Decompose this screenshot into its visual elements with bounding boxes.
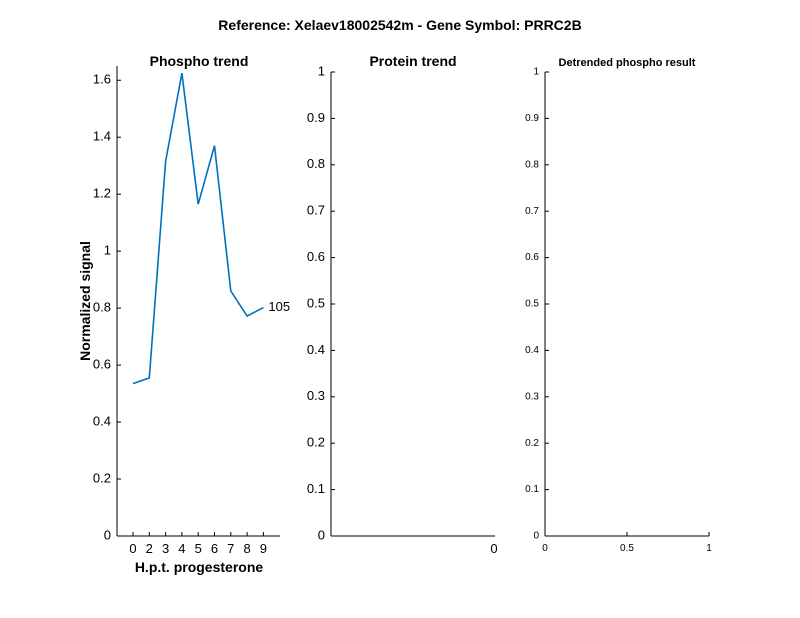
phospho-y-tick-label: 0.8: [93, 300, 111, 315]
detrended-y-tick-label: 1: [533, 67, 539, 78]
phospho-x-tick-label: 0: [129, 541, 136, 556]
detrended-y-tick-label: 0.9: [525, 113, 539, 124]
detrended-title: Detrended phospho result: [559, 57, 696, 69]
phospho-x-tick-label: 3: [162, 541, 169, 556]
phospho-y-tick-label: 1.2: [93, 186, 111, 201]
phospho-x-tick-label: 4: [178, 541, 185, 556]
phospho-x-tick-label: 7: [227, 541, 234, 556]
protein-trend-panel: Protein trend 00.10.20.30.40.50.60.70.80…: [307, 53, 498, 556]
detrended-panel: Detrended phospho result 0 0.1 0.2 0.3 0.4 0.…: [525, 57, 712, 554]
protein-y-tick-label: 0.7: [307, 203, 325, 218]
detrended-x-tick-label: 0.5: [620, 543, 634, 554]
detrended-x-tick-label: 1: [706, 543, 712, 554]
phospho-x-axis-label: H.p.t. progesterone: [135, 559, 264, 575]
phospho-y-tick-label: 1.6: [93, 72, 111, 87]
phospho-series-end-label: 105: [268, 299, 290, 314]
protein-y-tick-label: 0.4: [307, 342, 325, 357]
phospho-y-ticks: 0 0.2 0.4 0.6 0.8 1 1.2 1.4 1.6: [93, 72, 121, 542]
detrended-y-tick-label: 0.2: [525, 438, 539, 449]
detrended-x-ticks: 0 0.5 1: [542, 532, 712, 554]
detrended-y-tick-label: 0.6: [525, 252, 539, 263]
phospho-y-tick-label: 0.6: [93, 357, 111, 372]
phospho-x-tick-label: 2: [146, 541, 153, 556]
detrended-y-tick-label: 0.1: [525, 484, 539, 495]
phospho-x-tick-label: 8: [243, 541, 250, 556]
protein-y-tick-label: 0.8: [307, 156, 325, 171]
phospho-x-tick-label: 6: [211, 541, 218, 556]
protein-y-ticks: 0 0.1 0.2 0.3 0.4 0.5 0.6 0.7 0.8 0.9 1: [307, 63, 335, 542]
protein-trend-title: Protein trend: [369, 53, 456, 69]
detrended-y-ticks: 0 0.1 0.2 0.3 0.4 0.5 0.6 0.7 0.8 0.9 1: [525, 67, 549, 542]
phospho-y-tick-label: 0.2: [93, 470, 111, 485]
figure-suptitle: Reference: Xelaev18002542m - Gene Symbol…: [218, 17, 581, 33]
protein-x-ticks: 0: [490, 541, 497, 556]
phospho-series-line: [132, 72, 264, 385]
phospho-x-tick-label: 5: [195, 541, 202, 556]
detrended-y-tick-label: 0.3: [525, 391, 539, 402]
protein-y-tick-label: 0.3: [307, 388, 325, 403]
detrended-y-tick-label: 0.7: [525, 206, 539, 217]
protein-y-tick-label: 0: [318, 527, 325, 542]
protein-y-tick-label: 0.9: [307, 110, 325, 125]
protein-y-tick-label: 0.2: [307, 435, 325, 450]
protein-y-tick-label: 1: [318, 63, 325, 78]
phospho-y-tick-label: 1: [104, 243, 111, 258]
phospho-y-tick-label: 1.4: [93, 129, 111, 144]
phospho-y-tick-label: 0.4: [93, 413, 111, 428]
phospho-y-axis-label: Normalized signal: [77, 241, 93, 361]
phospho-trend-title: Phospho trend: [150, 53, 249, 69]
detrended-y-tick-label: 0: [533, 531, 539, 542]
protein-y-tick-label: 0.1: [307, 481, 325, 496]
phospho-x-tick-label: 9: [260, 541, 267, 556]
detrended-x-tick-label: 0: [542, 543, 548, 554]
protein-y-tick-label: 0.6: [307, 249, 325, 264]
detrended-y-tick-label: 0.8: [525, 159, 539, 170]
detrended-y-tick-label: 0.5: [525, 299, 539, 310]
phospho-y-tick-label: 0: [104, 527, 111, 542]
protein-y-tick-label: 0.5: [307, 295, 325, 310]
detrended-y-tick-label: 0.4: [525, 345, 539, 356]
protein-x-tick-label: 0: [490, 541, 497, 556]
